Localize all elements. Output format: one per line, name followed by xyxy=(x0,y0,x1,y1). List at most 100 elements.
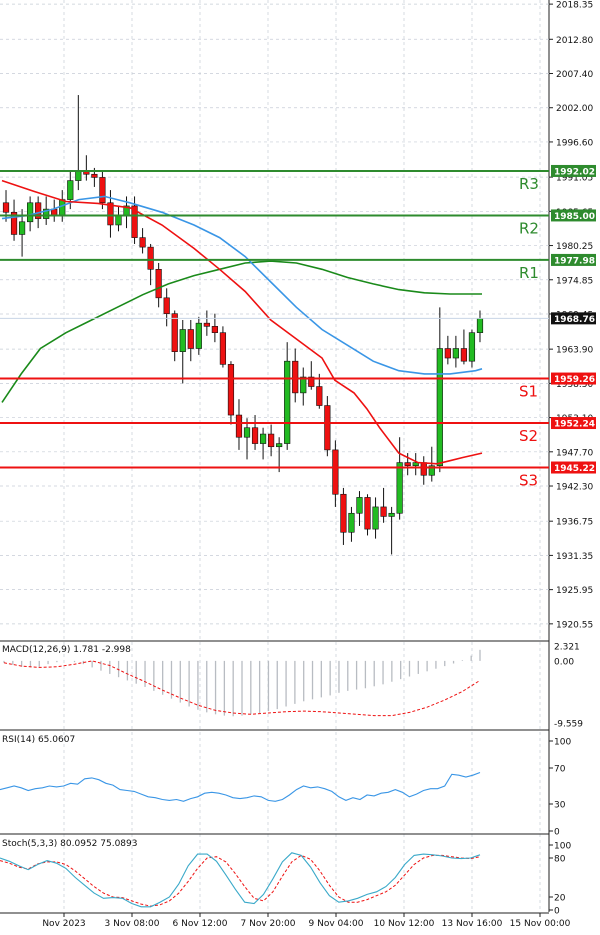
candle-body xyxy=(444,348,451,359)
candle-body xyxy=(300,376,307,394)
level-name: R3 xyxy=(519,175,539,193)
last-price-tag xyxy=(551,312,596,325)
macd-signal-line xyxy=(3,660,481,717)
candle-body xyxy=(428,465,435,476)
price-axis-label: 1958.50 xyxy=(556,380,593,390)
level-s2: S2 1952.24 xyxy=(0,417,596,445)
candle xyxy=(139,228,146,254)
candle-body xyxy=(67,180,74,200)
candle-body xyxy=(259,433,267,444)
candle-body xyxy=(187,329,194,349)
macd-axis-label: 0.00 xyxy=(554,657,574,667)
candle-body xyxy=(372,506,379,530)
rsi-axis-label: 70 xyxy=(554,765,566,775)
x-axis-label: 10 Nov 12:00 xyxy=(374,919,435,929)
last-price-label: 1968.76 xyxy=(554,315,595,325)
candle-body xyxy=(356,497,363,514)
level-r1: R1 1977.98 xyxy=(0,253,596,282)
candle-body xyxy=(468,332,476,362)
candle-body xyxy=(251,427,259,444)
candle-body xyxy=(2,202,10,213)
price-axis-label: 1931.35 xyxy=(556,552,593,562)
level-tag xyxy=(551,461,596,474)
candle-body xyxy=(115,215,122,226)
level-tag xyxy=(551,209,596,222)
candle xyxy=(195,316,202,355)
level-name: R1 xyxy=(519,264,539,282)
price-axis-label: 2018.35 xyxy=(556,1,593,11)
ma-fast-line xyxy=(1,179,483,465)
candle xyxy=(284,342,291,450)
candle-body xyxy=(348,512,355,533)
candle-body xyxy=(43,208,50,219)
price-axis-label: 1963.90 xyxy=(556,346,593,356)
candle xyxy=(412,453,419,476)
candle xyxy=(316,373,323,409)
stoch-panel: 100 80 20 0 xyxy=(0,842,571,917)
candle-body xyxy=(412,462,419,467)
candle xyxy=(268,424,275,457)
level-tag-label: 1952.24 xyxy=(554,420,595,430)
rsi-panel: 100 70 30 0 xyxy=(0,738,571,838)
level-tag-label: 1977.98 xyxy=(554,256,595,266)
candle xyxy=(292,348,299,403)
level-tag-label: 1945.22 xyxy=(554,464,595,474)
level-tag xyxy=(551,372,596,385)
level-r3: R3 1992.02 xyxy=(0,164,596,193)
candle-body xyxy=(211,326,218,333)
price-axis-label: 1974.85 xyxy=(556,276,593,286)
candle-body xyxy=(324,405,331,451)
macd-axis-label: 2.321 xyxy=(554,642,580,652)
candle-body xyxy=(107,202,114,226)
rsi-axis-label: 0 xyxy=(554,828,560,838)
price-axis-label: 1996.60 xyxy=(556,138,593,148)
candle xyxy=(171,310,178,362)
candle-body xyxy=(219,332,227,365)
candle xyxy=(388,506,395,555)
candle-body xyxy=(380,506,387,517)
price-axis-label: 1991.05 xyxy=(556,174,593,184)
candle xyxy=(380,487,387,523)
candle-body xyxy=(235,414,243,438)
candle xyxy=(372,497,379,539)
rsi-line xyxy=(0,771,481,802)
candle xyxy=(348,506,355,542)
candle xyxy=(18,209,26,257)
x-axis-label: Nov 2023 xyxy=(42,919,85,929)
x-axis: Nov 2023 3 Nov 08:00 6 Nov 12:00 7 Nov 20:0… xyxy=(42,913,571,929)
rsi-axis-label: 30 xyxy=(554,801,566,811)
candle-body xyxy=(396,462,403,514)
macd-title: MACD(12,26,9) 1.781 -2.998 xyxy=(2,645,131,655)
candle-body xyxy=(388,512,395,517)
last-price: 1968.76 xyxy=(0,312,596,325)
x-axis-label: 13 Nov 16:00 xyxy=(442,919,503,929)
candle-body xyxy=(171,313,178,352)
price-axis-label: 1936.75 xyxy=(556,518,593,528)
candle xyxy=(10,199,18,241)
candle xyxy=(364,494,371,536)
candle-body xyxy=(452,348,459,359)
level-tag-label: 1959.26 xyxy=(554,375,595,385)
candle xyxy=(444,335,451,365)
x-axis-label: 7 Nov 20:00 xyxy=(241,919,296,929)
candle-body xyxy=(476,318,484,333)
candle xyxy=(259,427,267,460)
candle-body xyxy=(131,205,138,238)
candle xyxy=(308,361,315,390)
candle-body xyxy=(163,297,170,314)
level-tag xyxy=(551,164,596,177)
candle xyxy=(251,415,259,450)
candle-body xyxy=(316,386,323,406)
price-axis-label: 1925.95 xyxy=(556,586,593,596)
stoch-axis-label: 20 xyxy=(554,894,566,904)
stoch-axis-label: 0 xyxy=(554,907,560,917)
macd-panel: 2.321 0.00 -9.559 xyxy=(3,642,583,730)
level-name: S2 xyxy=(519,427,538,445)
candle-body xyxy=(27,202,34,223)
candle xyxy=(2,190,10,222)
price-panel: 2018.35 2012.80 2007.40 2002.00 1996.60 1991.… xyxy=(0,1,596,630)
candle xyxy=(468,329,476,368)
candle xyxy=(452,335,459,368)
candle-body xyxy=(284,360,291,444)
candle-body xyxy=(340,493,347,533)
